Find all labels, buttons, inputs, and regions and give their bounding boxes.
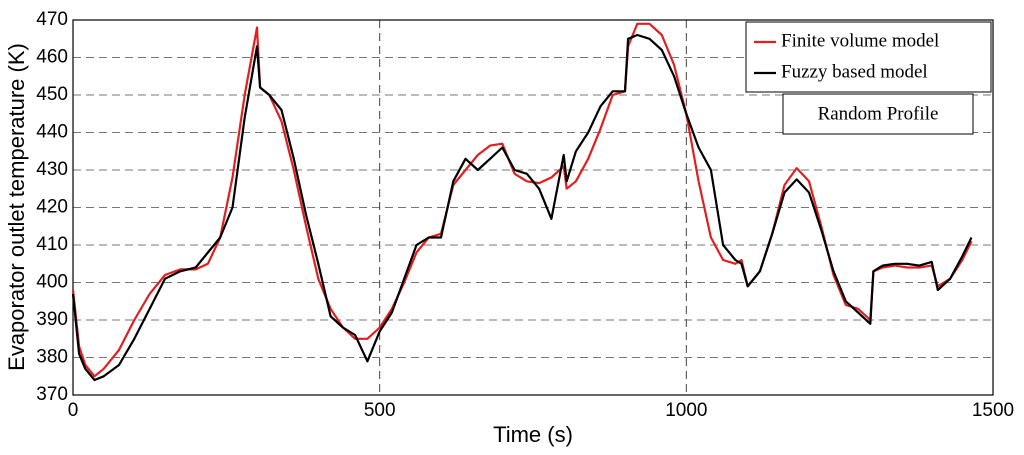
y-tick-label: 410 [36, 234, 68, 255]
x-axis-label: Time (s) [493, 422, 573, 447]
y-tick-label: 450 [36, 84, 68, 105]
annotation-box [782, 93, 974, 135]
plot-frame [72, 19, 994, 396]
y-tick-label: 380 [36, 347, 68, 368]
y-tick-label: 420 [36, 197, 68, 218]
y-tick-label: 400 [36, 272, 68, 293]
y-tick-label: 460 [36, 47, 68, 68]
y-axis-label: Evaporator outlet temperature (K) [4, 43, 29, 371]
y-tick-label: 430 [36, 159, 68, 180]
line [71, 33, 973, 382]
legend-box [745, 21, 992, 93]
x-tick-label: 1000 [665, 400, 707, 421]
x-tick-label: 1500 [972, 400, 1014, 421]
legend-label: Fuzzy based model [781, 61, 928, 82]
y-tick-label: 390 [36, 309, 68, 330]
x-tick-label: 0 [68, 400, 79, 421]
y-tick-label: 370 [36, 384, 68, 405]
annotation: Random Profile [818, 103, 939, 124]
x-tick-label: 500 [364, 400, 396, 421]
y-tick-label: 470 [36, 9, 68, 30]
y-tick-label: 440 [36, 122, 68, 143]
legend-label: Finite volume model [781, 30, 939, 51]
